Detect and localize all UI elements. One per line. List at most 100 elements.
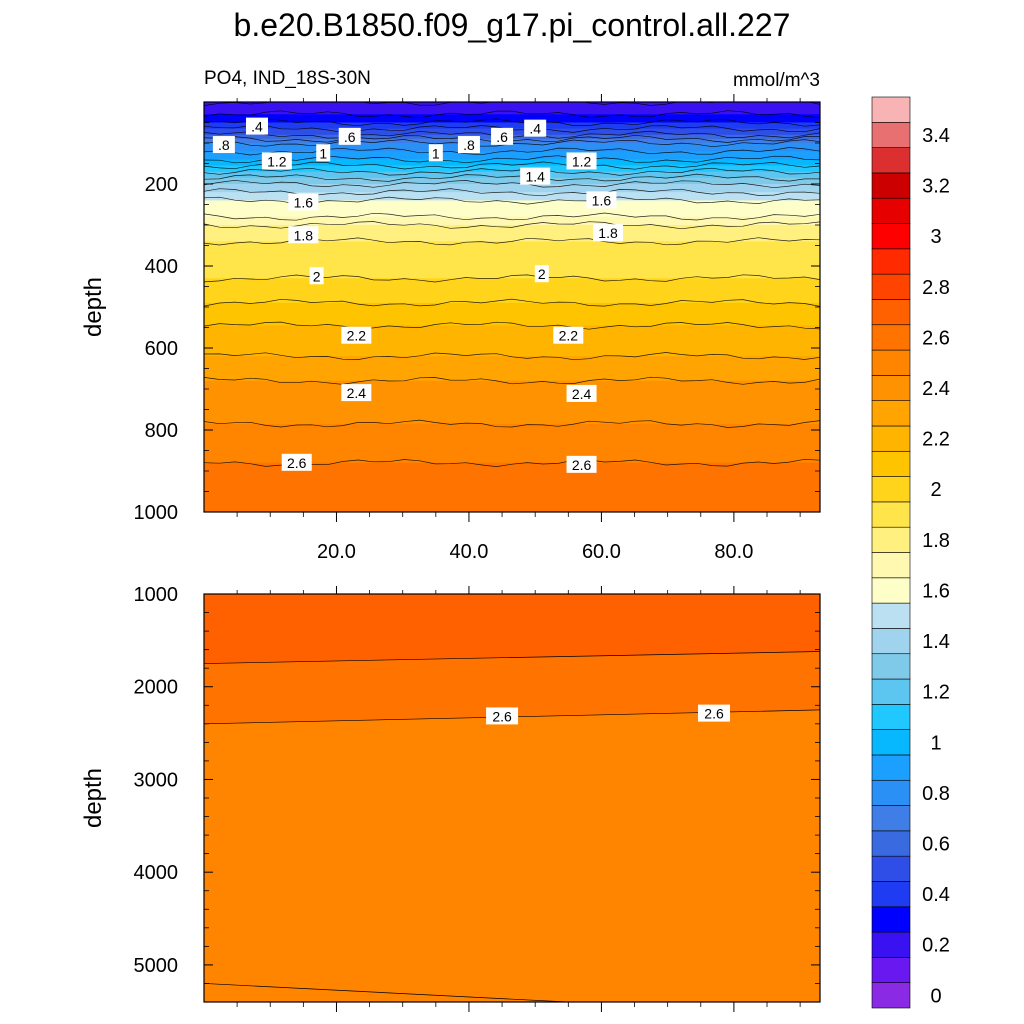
upper-fill-band [204, 409, 820, 412]
contour-label-bg [586, 191, 617, 209]
upper-fill-band [204, 264, 820, 267]
upper-fill-band [204, 331, 820, 334]
colorbar-label: 2 [930, 479, 941, 501]
upper-fill-band [204, 238, 820, 240]
upper-fill-band [204, 472, 820, 474]
contour-label-bg [566, 384, 597, 402]
upper-fill-band [204, 234, 820, 236]
upper-fill-band [204, 504, 820, 507]
upper-fill-band [204, 278, 820, 280]
upper-fill-band [204, 357, 820, 359]
contour-label: .4 [245, 117, 268, 135]
contour-label-bg [486, 707, 519, 725]
colorbar-label: 3.2 [922, 176, 950, 198]
upper-fill-band [204, 436, 820, 438]
upper-fill-band [204, 490, 820, 493]
upper-fill-band [204, 335, 820, 338]
upper-fill-band [204, 330, 820, 333]
upper-fill-band [204, 209, 820, 212]
contour-label-bg [261, 152, 292, 170]
upper-fill-band [204, 145, 820, 147]
upper-fill-band [204, 447, 820, 450]
upper-fill-band [204, 398, 820, 400]
upper-fill-band [204, 397, 820, 399]
chart-title: b.e20.B1850.f09_g17.pi_control.all.227 [234, 7, 791, 43]
upper-fill-band [204, 455, 820, 458]
upper-fill-band [204, 352, 820, 354]
upper-fill-band [204, 291, 820, 294]
contour-label-text: 2.6 [704, 706, 724, 722]
upper-fill-band [204, 502, 820, 505]
colorbar-box [871, 248, 911, 275]
upper-fill-band [204, 440, 820, 442]
upper-fill-band [204, 471, 820, 473]
upper-fill-band [204, 188, 820, 190]
upper-fill-band [204, 402, 820, 404]
upper-fill-band [204, 383, 820, 386]
colorbar-box [871, 425, 911, 452]
upper-fill-band [204, 417, 820, 420]
contour-line [204, 173, 820, 182]
contour-label-bg [698, 704, 731, 722]
colorbar-box [871, 602, 911, 629]
upper-fill-band [204, 433, 820, 435]
upper-fill-band [204, 350, 820, 352]
contour-label-text: 2.6 [572, 457, 592, 473]
upper-fill-band [204, 189, 820, 191]
colorbar: 0 0.2 0.4 0.6 0.8 1 1.2 1.4 1.6 1.8 2 2.2 2.4 2.6 2.8 3… [871, 96, 950, 1009]
upper-fill-band [204, 323, 820, 326]
upper-fill-band [204, 446, 820, 449]
upper-fill-band [204, 506, 820, 509]
upper-fill-band [204, 505, 820, 508]
contour-label: 1.8 [288, 226, 319, 244]
colorbar-label: 1.6 [922, 580, 950, 602]
contour-label-bg [520, 167, 551, 185]
contour-label: 2.6 [486, 707, 519, 725]
contour-label-bg [593, 224, 624, 242]
contour-label-text: 2.6 [492, 708, 512, 724]
contour-label-bg [309, 267, 324, 285]
contour-line [204, 221, 820, 230]
upper-fill-band [204, 426, 820, 429]
upper-fill-band [204, 122, 820, 125]
upper-fill-band [204, 486, 820, 488]
contour-line [204, 419, 820, 428]
upper-fill-band [204, 215, 820, 218]
upper-fill-band [204, 220, 820, 223]
y-tick-label: 400 [145, 256, 178, 278]
lower-contour-panel: 2.6 2.6 1000 2000 3000 4000 5000 depth [80, 584, 821, 1012]
upper-fill-band [204, 379, 820, 382]
contour-label: 2.2 [553, 326, 584, 344]
upper-fill-band [204, 509, 820, 512]
colorbar-box [871, 729, 911, 756]
upper-fill-band [204, 328, 820, 331]
contour-label: 1.4 [520, 167, 551, 185]
upper-fill-band [204, 280, 820, 282]
upper-fill-band [204, 483, 820, 485]
upper-fill-band [204, 147, 820, 149]
upper-fill-band [204, 282, 820, 285]
upper-fill-band [204, 448, 820, 451]
contour-label: 1.8 [593, 224, 624, 242]
upper-fill-band [204, 272, 820, 274]
contour-label: 1.2 [261, 152, 292, 170]
upper-fill-band [204, 428, 820, 431]
y-tick-label: 600 [145, 338, 178, 360]
colorbar-label: 0.6 [922, 834, 950, 856]
upper-fill-band [204, 219, 820, 222]
upper-fill-band [204, 487, 820, 490]
upper-fill-band [204, 477, 820, 479]
upper-fill-band [204, 500, 820, 503]
contour-label: 1 [316, 144, 331, 162]
upper-fill-band [204, 392, 820, 394]
upper-fill-band [204, 197, 820, 199]
upper-fill-band [204, 226, 820, 228]
upper-fill-band [204, 494, 820, 497]
contour-label-bg [316, 144, 331, 162]
contour-label-bg [553, 326, 584, 344]
upper-fill-band [204, 334, 820, 337]
upper-fill-band [204, 319, 820, 321]
colorbar-label: 3 [930, 226, 941, 248]
upper-fill-band [204, 173, 820, 176]
upper-fill-band [204, 187, 820, 189]
